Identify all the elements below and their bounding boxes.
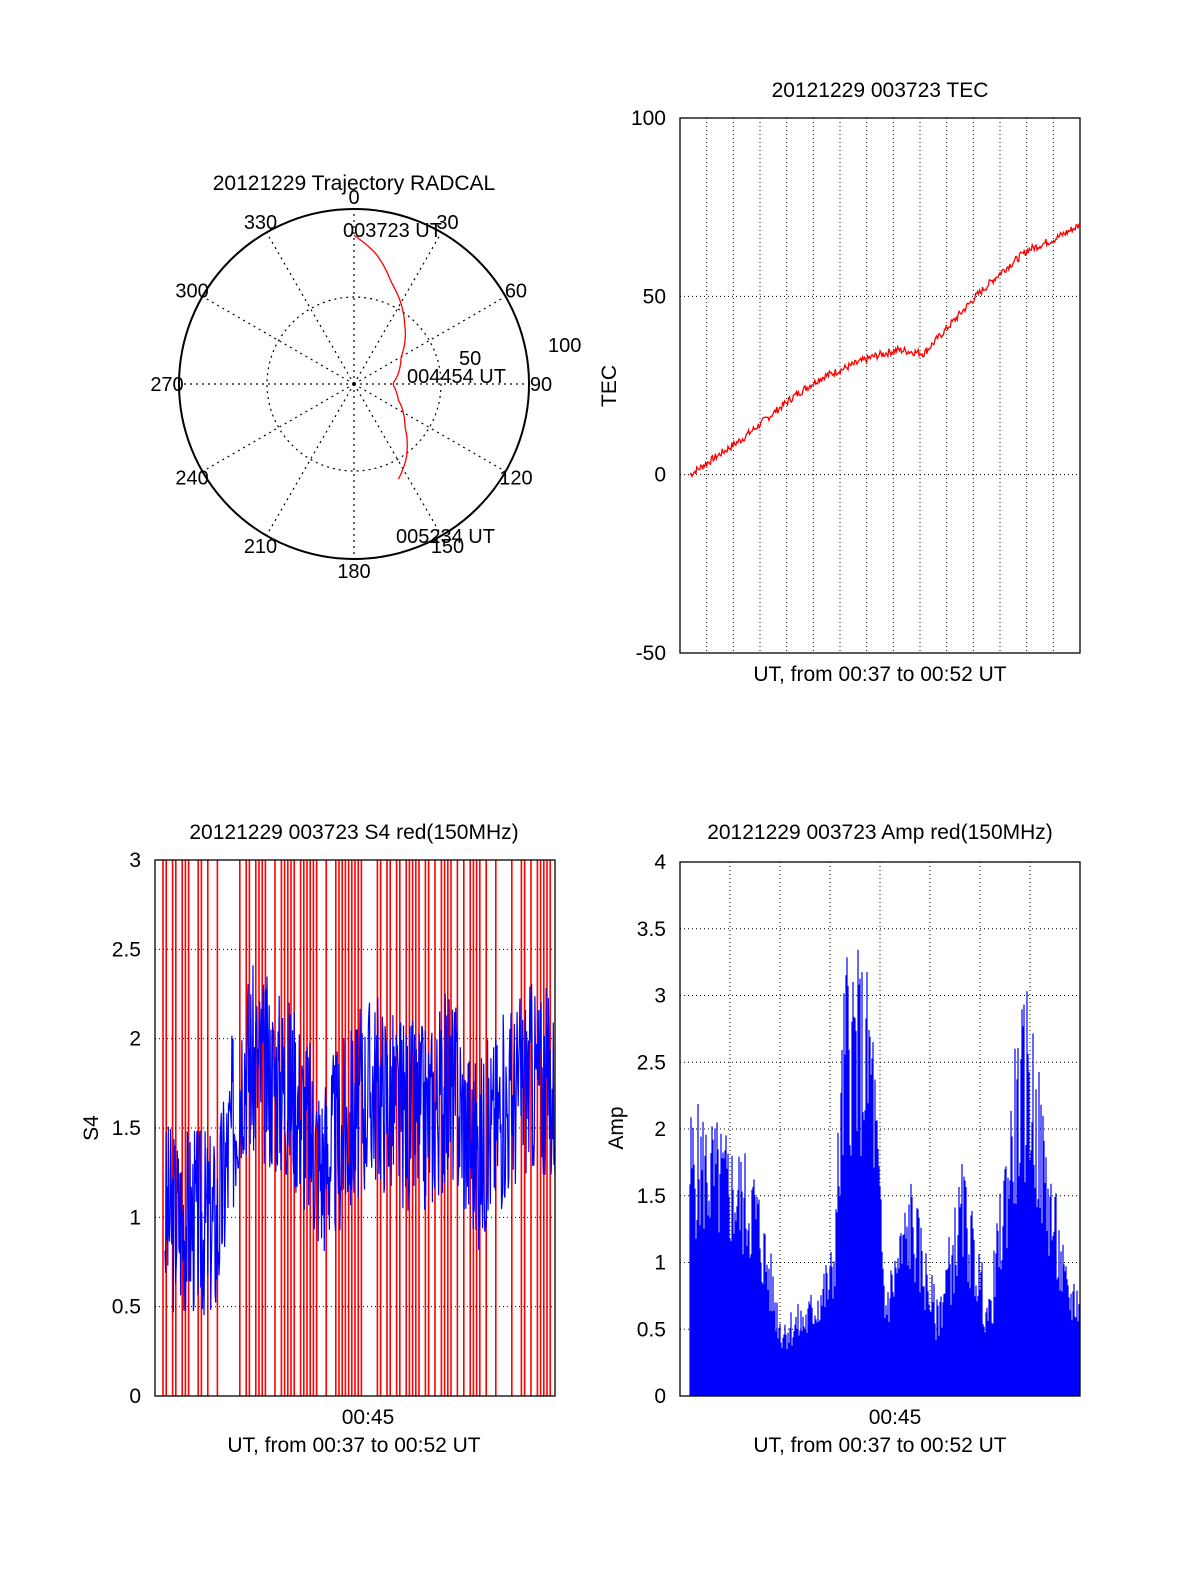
- amp-chart: 20121229 003723 Amp red(150MHz) 4 3.5 3 2.5…: [605, 821, 1081, 1457]
- amp-y-axis-label: Amp: [605, 1106, 628, 1149]
- s4-y-tick-labels: 3 2.5 2 1.5 1 0.5 0: [112, 849, 141, 1408]
- tec-chart: 20121229 003723 TEC 100 50 0 -50 TEC UT, fr…: [598, 79, 1081, 686]
- amp-blue-bars: [689, 949, 1080, 1396]
- s4-y-tick-1: 1: [129, 1206, 141, 1229]
- s4-series-line: [164, 965, 556, 1316]
- polar-spoke-150: [353, 383, 443, 536]
- s4-title: 20121229 003723 S4 red(150MHz): [189, 821, 518, 844]
- amp-x-axis-label: UT, from 00:37 to 00:52 UT: [753, 1434, 1006, 1457]
- polar-angle-label-30: 30: [436, 212, 458, 234]
- polar-radius-label-100: 100: [548, 335, 581, 357]
- polar-angle-label-180: 180: [337, 561, 370, 583]
- tec-series-line: [689, 223, 1081, 478]
- amp-y-tick-1.5: 1.5: [637, 1185, 666, 1208]
- tec-grid: [680, 118, 1080, 653]
- polar-spoke-330: [265, 232, 355, 385]
- s4-y-tick-2.5: 2.5: [112, 938, 141, 961]
- trajectory-line: [353, 234, 408, 480]
- polar-spoke-300: [202, 295, 355, 385]
- amp-title: 20121229 003723 Amp red(150MHz): [707, 821, 1053, 844]
- trajectory-mid-label: 004454 UT: [407, 366, 506, 388]
- polar-trajectory-chart: 20121229 Trajectory RADCAL 0 30 60 90 120 150…: [150, 172, 581, 583]
- tec-y-tick-labels: 100 50 0 -50: [631, 107, 666, 665]
- tec-y-tick-100: 100: [631, 107, 666, 130]
- polar-angle-label-270: 270: [150, 374, 183, 396]
- s4-x-tick-label: 00:45: [342, 1406, 395, 1429]
- amp-y-tick-2: 2: [654, 1118, 666, 1141]
- tec-y-tick-50: 50: [643, 285, 666, 308]
- tec-y-tick--50: -50: [636, 642, 666, 665]
- polar-angle-label-240: 240: [175, 468, 208, 490]
- amp-y-tick-0.5: 0.5: [637, 1318, 666, 1341]
- polar-title: 20121229 Trajectory RADCAL: [213, 172, 496, 195]
- amp-y-tick-1: 1: [654, 1252, 666, 1275]
- polar-angle-label-330: 330: [244, 212, 277, 234]
- polar-angle-label-120: 120: [499, 468, 532, 490]
- s4-y-tick-0.5: 0.5: [112, 1296, 141, 1319]
- polar-angle-label-300: 300: [175, 281, 208, 303]
- polar-spoke-240: [202, 383, 355, 473]
- polar-spoke-60: [353, 295, 506, 385]
- s4-chart: 20121229 003723 S4 red(150MHz) 3 2.5 2 1.5 1…: [80, 821, 556, 1457]
- polar-spoke-210: [265, 383, 355, 536]
- s4-plot-frame: [154, 859, 556, 1397]
- trajectory-start-label: 003723 UT: [343, 220, 442, 242]
- polar-angle-labels: 0 30 60 90 120 150 180 210 240 270 300 330: [150, 187, 552, 583]
- amp-x-tick-label: 00:45: [869, 1406, 922, 1429]
- s4-x-axis-label: UT, from 00:37 to 00:52 UT: [227, 1434, 480, 1457]
- polar-inner-ring: [266, 296, 442, 472]
- tec-y-axis-label: TEC: [598, 365, 621, 407]
- s4-y-tick-0: 0: [129, 1385, 141, 1408]
- tec-title: 20121229 003723 TEC: [772, 79, 989, 102]
- amp-y-tick-4: 4: [654, 851, 666, 874]
- polar-spoke-120: [353, 383, 506, 473]
- amp-y-tick-3: 3: [654, 985, 666, 1008]
- amp-plot-frame: [679, 861, 1081, 1397]
- amp-y-tick-0: 0: [654, 1385, 666, 1408]
- s4-y-tick-3: 3: [129, 849, 141, 872]
- polar-angle-label-150: 150: [431, 536, 464, 558]
- polar-spokes: [179, 209, 529, 559]
- trajectory-end-label: 005234 UT: [396, 526, 495, 548]
- amp-y-tick-3.5: 3.5: [637, 918, 666, 941]
- tec-x-axis-label: UT, from 00:37 to 00:52 UT: [753, 663, 1006, 686]
- polar-angle-label-0: 0: [348, 187, 359, 209]
- polar-angle-label-60: 60: [505, 281, 527, 303]
- s4-y-axis-label: S4: [80, 1115, 103, 1141]
- polar-angle-label-210: 210: [244, 536, 277, 558]
- polar-radius-label-50: 50: [459, 348, 481, 370]
- amp-y-tick-labels: 4 3.5 3 2.5 2 1.5 1 0.5 0: [637, 851, 667, 1408]
- tec-y-tick-0: 0: [654, 464, 666, 487]
- amp-y-tick-2.5: 2.5: [637, 1051, 666, 1074]
- s4-y-tick-2: 2: [129, 1028, 141, 1051]
- tec-plot-frame: [679, 117, 1081, 654]
- polar-angle-label-90: 90: [530, 374, 552, 396]
- s4-y-tick-1.5: 1.5: [112, 1117, 141, 1140]
- polar-spoke-30: [353, 232, 443, 385]
